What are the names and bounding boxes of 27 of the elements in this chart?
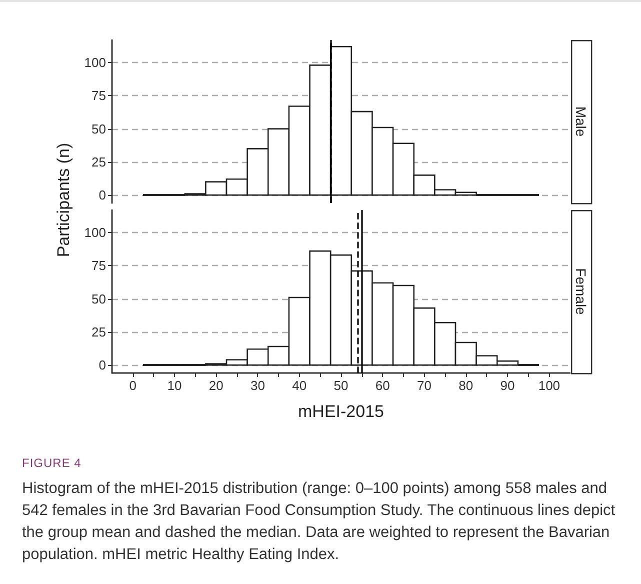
- x-tick-label: 50: [334, 378, 348, 393]
- y-tick-label: 100: [84, 225, 106, 240]
- text: Male: [573, 106, 589, 137]
- x-tick-label: 60: [375, 378, 390, 393]
- y-tick-label: 75: [92, 258, 106, 274]
- x-axis-title: mHEI-2015: [298, 402, 384, 421]
- caption: FIGURE 4: [22, 455, 82, 472]
- x-tick-label: 0: [129, 378, 136, 393]
- x-tick-label: 90: [500, 378, 515, 393]
- y-tick-label: 25: [92, 154, 106, 170]
- y-tick-label: 25: [92, 324, 106, 340]
- x-tick-label: 40: [292, 378, 307, 393]
- y-axis-title: Participants (n): [54, 142, 74, 258]
- y-tick-label: 75: [92, 88, 106, 104]
- x-tick-label: 10: [167, 378, 182, 393]
- y-tick-label: 0: [98, 358, 106, 373]
- text: Histogram of the mHEI-2015 distribution (range: 0–100 points) among 558 males and 542 females in the 3rd Bavarian Food Consumption Study. The continuous lines depict the group mean and dashed the median. Data are weighted to represent the Bavarian population. mHEI metric Healthy Eating Index.: [22, 479, 616, 565]
- y-tick-label: 50: [92, 291, 106, 306]
- x-tick-label: 30: [250, 378, 265, 393]
- text: Female: [573, 268, 589, 316]
- x-tick-label: 20: [208, 378, 224, 393]
- x-tick-label: 70: [417, 378, 432, 393]
- x-tick-label: 100: [538, 378, 560, 393]
- y-tick-label: 0: [98, 188, 106, 203]
- x-tick-label: 80: [458, 378, 474, 393]
- y-tick-label: 100: [84, 55, 106, 70]
- y-tick-label: 50: [92, 121, 106, 136]
